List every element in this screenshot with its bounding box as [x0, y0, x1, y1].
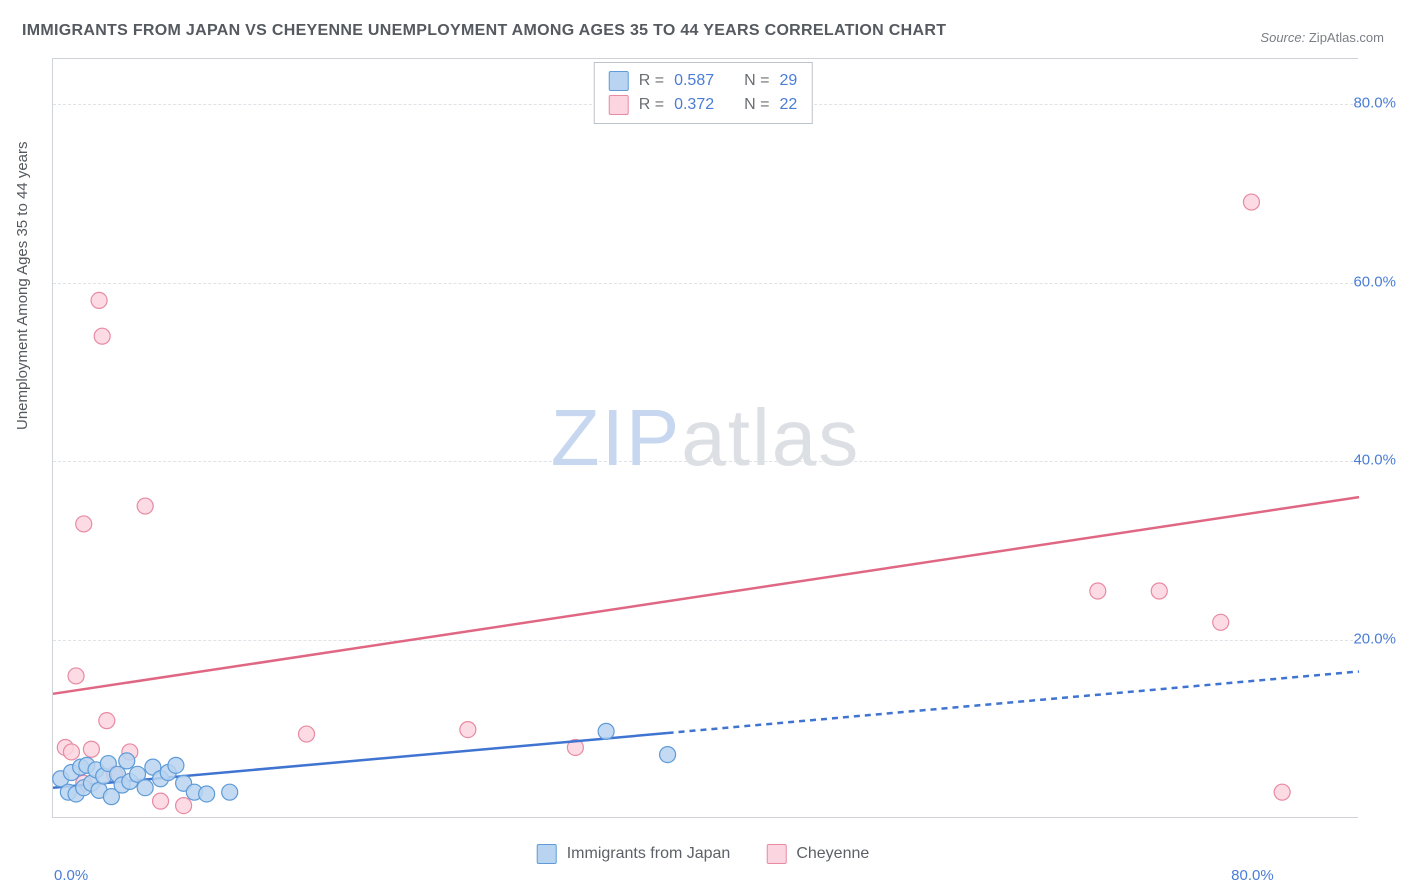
scatter-point-blue — [199, 786, 215, 802]
stats-row-blue: R = 0.587 N = 29 — [609, 69, 798, 93]
legend-item-blue: Immigrants from Japan — [537, 844, 731, 864]
y-tick-label: 80.0% — [1353, 94, 1396, 111]
scatter-plot-svg — [53, 59, 1358, 817]
scatter-point-pink — [68, 668, 84, 684]
scatter-point-pink — [1274, 784, 1290, 800]
square-icon — [609, 95, 629, 115]
scatter-point-blue — [660, 747, 676, 763]
scatter-point-pink — [94, 328, 110, 344]
scatter-point-blue — [222, 784, 238, 800]
r-value: 0.372 — [674, 96, 714, 114]
chart-plot-area: ZIPatlas — [52, 58, 1358, 818]
scatter-point-blue — [137, 780, 153, 796]
scatter-point-pink — [153, 793, 169, 809]
scatter-point-blue — [598, 723, 614, 739]
scatter-point-pink — [1243, 194, 1259, 210]
scatter-point-pink — [99, 713, 115, 729]
source-value: ZipAtlas.com — [1309, 30, 1384, 45]
scatter-point-pink — [1213, 614, 1229, 630]
scatter-point-pink — [299, 726, 315, 742]
x-tick-label: 0.0% — [54, 867, 88, 884]
stats-legend-box: R = 0.587 N = 29 R = 0.372 N = 22 — [594, 62, 813, 124]
r-value: 0.587 — [674, 72, 714, 90]
stats-row-pink: R = 0.372 N = 22 — [609, 93, 798, 117]
trend-line-blue-dashed — [668, 671, 1359, 733]
legend-label: Immigrants from Japan — [567, 845, 731, 863]
y-tick-label: 60.0% — [1353, 273, 1396, 290]
bottom-legend: Immigrants from Japan Cheyenne — [537, 844, 870, 864]
n-label: N = — [744, 96, 769, 114]
legend-label: Cheyenne — [796, 845, 869, 863]
legend-item-pink: Cheyenne — [766, 844, 869, 864]
square-icon — [766, 844, 786, 864]
y-tick-label: 20.0% — [1353, 631, 1396, 648]
r-label: R = — [639, 96, 664, 114]
scatter-point-pink — [76, 516, 92, 532]
x-tick-label: 80.0% — [1231, 867, 1274, 884]
n-value: 29 — [779, 72, 797, 90]
scatter-point-pink — [83, 741, 99, 757]
n-value: 22 — [779, 96, 797, 114]
scatter-point-pink — [1090, 583, 1106, 599]
y-axis-label: Unemployment Among Ages 35 to 44 years — [14, 141, 31, 430]
source-attribution: Source: ZipAtlas.com — [1260, 30, 1384, 45]
y-tick-label: 40.0% — [1353, 452, 1396, 469]
n-label: N = — [744, 72, 769, 90]
r-label: R = — [639, 72, 664, 90]
scatter-point-pink — [176, 798, 192, 814]
chart-title: IMMIGRANTS FROM JAPAN VS CHEYENNE UNEMPL… — [22, 22, 946, 40]
source-label: Source: — [1260, 30, 1305, 45]
scatter-point-pink — [63, 744, 79, 760]
square-icon — [537, 844, 557, 864]
scatter-point-pink — [460, 722, 476, 738]
scatter-point-blue — [168, 757, 184, 773]
scatter-point-blue — [119, 753, 135, 769]
scatter-point-pink — [91, 292, 107, 308]
scatter-point-pink — [137, 498, 153, 514]
square-icon — [609, 71, 629, 91]
scatter-point-pink — [1151, 583, 1167, 599]
